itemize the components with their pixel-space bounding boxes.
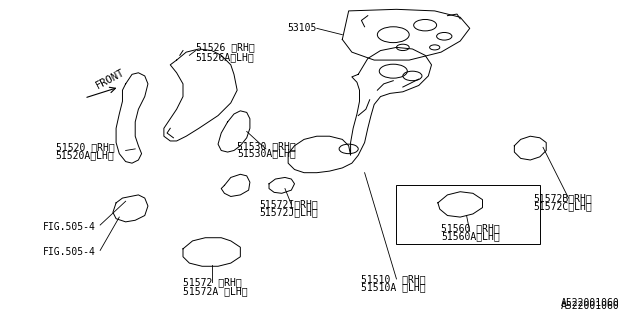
Text: FIG.505-4: FIG.505-4 bbox=[43, 222, 96, 232]
Text: 51572A 〈LH〉: 51572A 〈LH〉 bbox=[183, 286, 248, 296]
Text: 53105: 53105 bbox=[287, 23, 317, 33]
Text: A522001060: A522001060 bbox=[561, 301, 620, 311]
Text: 51530 〈RH〉: 51530 〈RH〉 bbox=[237, 141, 296, 151]
Text: 51530A〈LH〉: 51530A〈LH〉 bbox=[237, 149, 296, 159]
Text: 51572 〈RH〉: 51572 〈RH〉 bbox=[183, 277, 242, 287]
Text: 51520 〈RH〉: 51520 〈RH〉 bbox=[56, 142, 115, 152]
Text: FRONT: FRONT bbox=[94, 67, 126, 91]
Text: 51572B〈RH〉: 51572B〈RH〉 bbox=[534, 193, 592, 203]
Text: 51526A〈LH〉: 51526A〈LH〉 bbox=[196, 52, 255, 62]
Text: FIG.505-4: FIG.505-4 bbox=[43, 247, 96, 257]
Text: 51520A〈LH〉: 51520A〈LH〉 bbox=[56, 150, 115, 160]
Text: 51526 〈RH〉: 51526 〈RH〉 bbox=[196, 42, 255, 52]
Text: 51560A〈LH〉: 51560A〈LH〉 bbox=[441, 231, 500, 241]
Text: 51560 〈RH〉: 51560 〈RH〉 bbox=[441, 223, 500, 233]
Text: 51572J〈LH〉: 51572J〈LH〉 bbox=[259, 207, 318, 217]
Text: 51510  〈RH〉: 51510 〈RH〉 bbox=[362, 274, 426, 284]
Text: 51510A 〈LH〉: 51510A 〈LH〉 bbox=[362, 282, 426, 292]
Text: 51572I〈RH〉: 51572I〈RH〉 bbox=[259, 199, 318, 209]
Text: A522001060: A522001060 bbox=[561, 298, 620, 308]
Text: 51572C〈LH〉: 51572C〈LH〉 bbox=[534, 201, 592, 211]
